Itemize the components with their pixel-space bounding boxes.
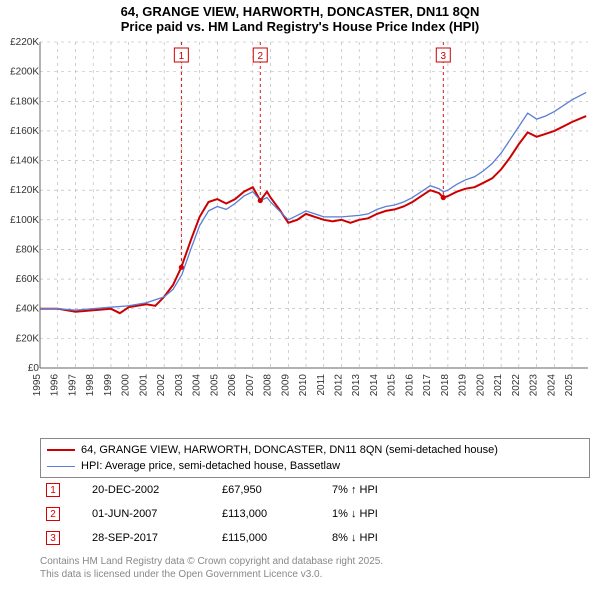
table-row: 3 28-SEP-2017 £115,000 8% ↓ HPI xyxy=(40,526,590,550)
svg-text:£140K: £140K xyxy=(10,156,39,167)
attribution-footer: Contains HM Land Registry data © Crown c… xyxy=(40,556,590,581)
svg-text:2017: 2017 xyxy=(422,374,433,397)
svg-text:2021: 2021 xyxy=(493,374,504,397)
svg-text:£160K: £160K xyxy=(10,126,39,137)
title-line-1: 64, GRANGE VIEW, HARWORTH, DONCASTER, DN… xyxy=(0,4,600,19)
svg-text:1998: 1998 xyxy=(85,374,96,397)
svg-text:2010: 2010 xyxy=(298,374,309,397)
svg-text:£220K: £220K xyxy=(10,37,39,48)
svg-text:1995: 1995 xyxy=(32,374,43,397)
svg-text:1996: 1996 xyxy=(50,374,61,397)
table-row: 1 20-DEC-2002 £67,950 7% ↑ HPI xyxy=(40,478,590,502)
legend-label-hpi: HPI: Average price, semi-detached house,… xyxy=(81,460,340,472)
sale-date: 28-SEP-2017 xyxy=(92,532,222,544)
sale-change: 8% ↓ HPI xyxy=(332,532,452,544)
sale-marker-icon: 1 xyxy=(46,483,60,497)
svg-text:2006: 2006 xyxy=(227,374,238,397)
legend-swatch-property xyxy=(47,449,75,451)
sale-change: 7% ↑ HPI xyxy=(332,484,452,496)
svg-text:2000: 2000 xyxy=(121,374,132,397)
footer-line-1: Contains HM Land Registry data © Crown c… xyxy=(40,556,590,569)
svg-text:2007: 2007 xyxy=(245,374,256,397)
svg-text:2018: 2018 xyxy=(440,374,451,397)
svg-text:1997: 1997 xyxy=(67,374,78,397)
legend-item-hpi: HPI: Average price, semi-detached house,… xyxy=(47,458,583,474)
svg-text:£180K: £180K xyxy=(10,96,39,107)
footer-line-2: This data is licensed under the Open Gov… xyxy=(40,569,590,582)
svg-text:2014: 2014 xyxy=(369,374,380,397)
svg-text:2013: 2013 xyxy=(351,374,362,397)
svg-text:2004: 2004 xyxy=(192,374,203,397)
svg-text:2002: 2002 xyxy=(156,374,167,397)
svg-text:2024: 2024 xyxy=(546,374,557,397)
sale-date: 01-JUN-2007 xyxy=(92,508,222,520)
svg-text:£100K: £100K xyxy=(10,215,39,226)
svg-text:2008: 2008 xyxy=(263,374,274,397)
svg-text:£60K: £60K xyxy=(16,274,40,285)
svg-text:2016: 2016 xyxy=(404,374,415,397)
series-property xyxy=(40,116,586,313)
svg-text:2022: 2022 xyxy=(511,374,522,397)
svg-text:2001: 2001 xyxy=(138,374,149,397)
svg-text:£80K: £80K xyxy=(16,244,40,255)
chart-legend: 64, GRANGE VIEW, HARWORTH, DONCASTER, DN… xyxy=(40,438,590,478)
svg-text:2: 2 xyxy=(257,51,263,62)
sales-table: 1 20-DEC-2002 £67,950 7% ↑ HPI 2 01-JUN-… xyxy=(40,478,590,550)
table-row: 2 01-JUN-2007 £113,000 1% ↓ HPI xyxy=(40,502,590,526)
svg-text:2005: 2005 xyxy=(209,374,220,397)
svg-text:2019: 2019 xyxy=(458,374,469,397)
title-line-2: Price paid vs. HM Land Registry's House … xyxy=(0,19,600,34)
svg-text:3: 3 xyxy=(441,51,447,62)
svg-text:£20K: £20K xyxy=(16,333,40,344)
svg-text:2011: 2011 xyxy=(316,374,327,396)
svg-text:2009: 2009 xyxy=(280,374,291,397)
svg-text:2012: 2012 xyxy=(333,374,344,397)
svg-text:£120K: £120K xyxy=(10,185,39,196)
chart-title: 64, GRANGE VIEW, HARWORTH, DONCASTER, DN… xyxy=(0,0,600,34)
sale-price: £113,000 xyxy=(222,508,332,520)
legend-item-property: 64, GRANGE VIEW, HARWORTH, DONCASTER, DN… xyxy=(47,442,583,458)
svg-text:2025: 2025 xyxy=(564,374,575,397)
svg-text:1: 1 xyxy=(179,51,185,62)
svg-text:2023: 2023 xyxy=(529,374,540,397)
svg-text:2020: 2020 xyxy=(475,374,486,397)
sale-date: 20-DEC-2002 xyxy=(92,484,222,496)
svg-text:1999: 1999 xyxy=(103,374,114,397)
svg-text:£40K: £40K xyxy=(16,304,40,315)
svg-text:2003: 2003 xyxy=(174,374,185,397)
price-chart: £0£20K£40K£60K£80K£100K£120K£140K£160K£1… xyxy=(40,40,590,410)
svg-text:£200K: £200K xyxy=(10,67,39,78)
series-hpi xyxy=(40,92,586,310)
sale-change: 1% ↓ HPI xyxy=(332,508,452,520)
legend-label-property: 64, GRANGE VIEW, HARWORTH, DONCASTER, DN… xyxy=(81,444,498,456)
sale-marker-icon: 3 xyxy=(46,531,60,545)
svg-text:£0: £0 xyxy=(28,363,40,374)
legend-swatch-hpi xyxy=(47,466,75,467)
sale-price: £115,000 xyxy=(222,532,332,544)
sale-price: £67,950 xyxy=(222,484,332,496)
sale-marker-icon: 2 xyxy=(46,507,60,521)
svg-text:2015: 2015 xyxy=(387,374,398,397)
